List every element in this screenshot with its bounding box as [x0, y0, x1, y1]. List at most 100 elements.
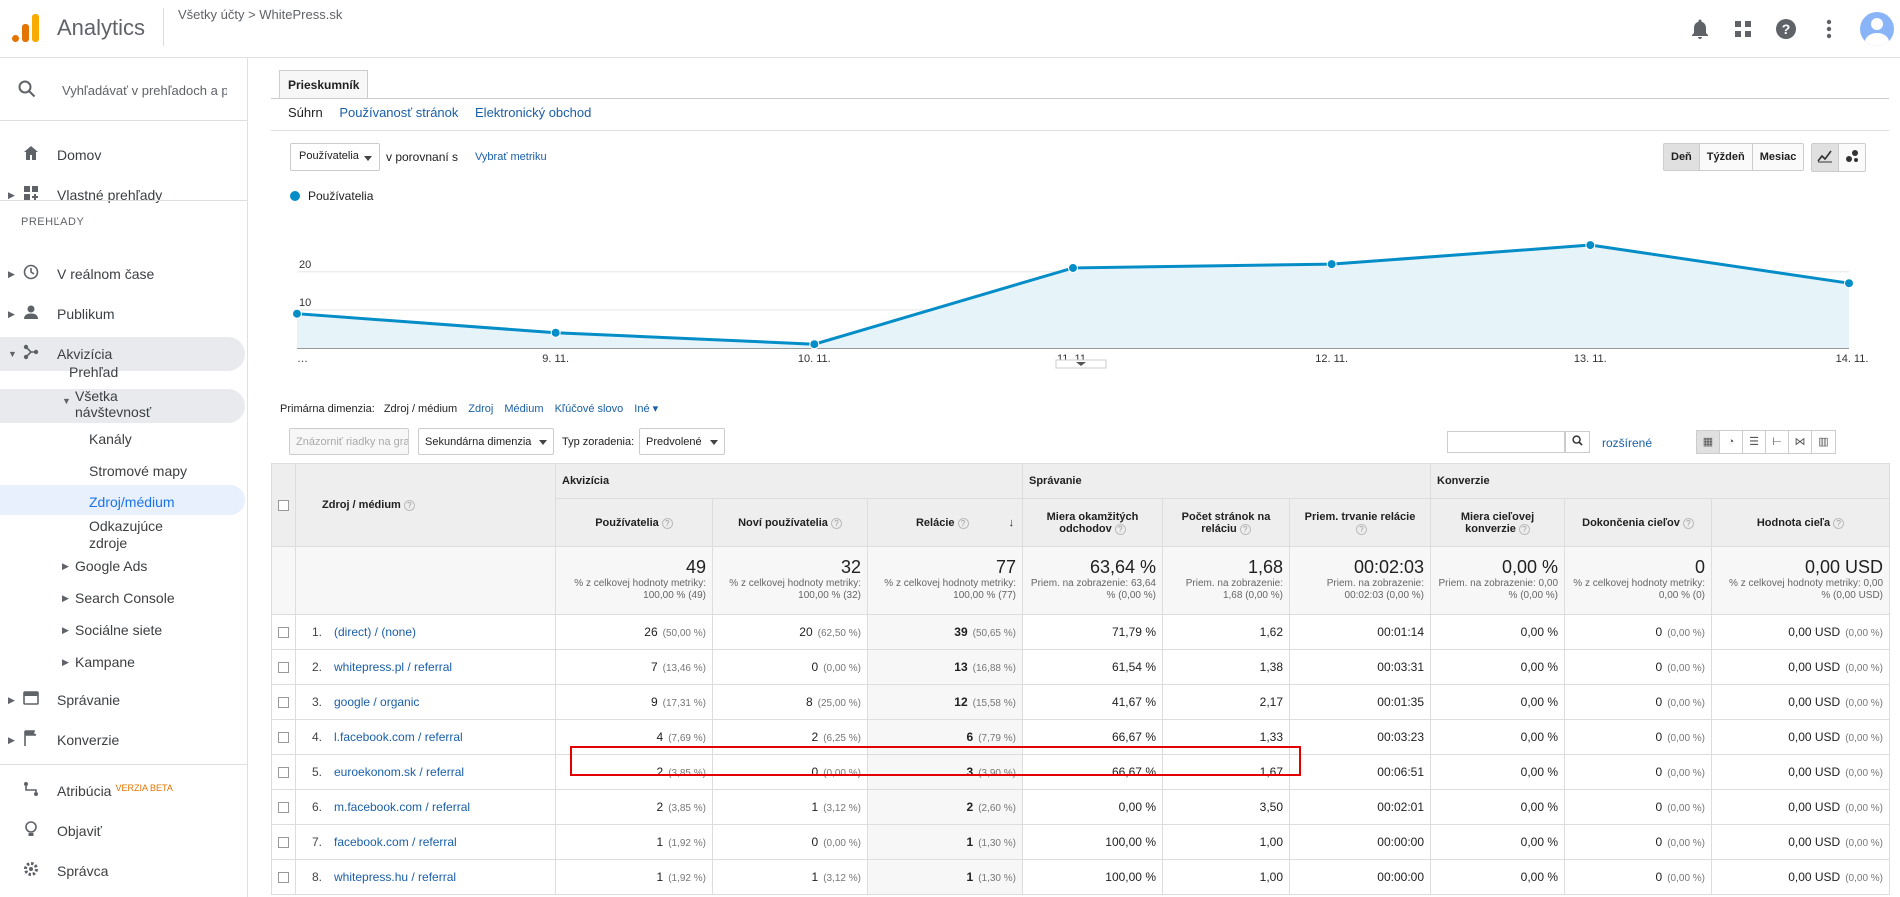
performance-view-icon[interactable]: ☰ — [1743, 431, 1766, 453]
data-point[interactable] — [292, 308, 302, 319]
sort-arrow-icon[interactable]: ↓ — [1008, 516, 1015, 529]
dim-other[interactable]: Iné ▾ — [634, 403, 659, 415]
nav-discover[interactable]: Objaviť — [0, 814, 245, 848]
data-point[interactable] — [550, 327, 561, 338]
nav-acquisition[interactable]: ▼ Akvizícia — [0, 337, 245, 371]
dim-medium[interactable]: Médium — [504, 403, 544, 415]
checkbox[interactable] — [278, 732, 289, 744]
dimension-header[interactable]: Zdroj / médium? — [295, 463, 556, 547]
data-point[interactable] — [1326, 259, 1337, 270]
search-icon[interactable] — [1565, 431, 1590, 453]
nav-acquisition-overview[interactable]: Prehľad — [69, 364, 119, 380]
row-link[interactable]: l.facebook.com / referral — [334, 730, 463, 744]
col-sessions[interactable]: Relácie? ↓ — [867, 498, 1023, 547]
nav-audience[interactable]: ▶ Publikum — [0, 297, 245, 331]
row-checkbox[interactable] — [271, 789, 296, 825]
col-goal-value[interactable]: Hodnota cieľa? — [1711, 498, 1891, 547]
week-button[interactable]: Týždeň — [1700, 144, 1753, 170]
checkbox[interactable] — [278, 767, 289, 779]
col-conversion-rate[interactable]: Miera cieľovej konverzie? — [1430, 498, 1566, 547]
data-point[interactable] — [809, 339, 820, 350]
help-icon[interactable]: ? — [1518, 523, 1530, 535]
report-search[interactable]: Vyhľadávať v prehľadoch a p — [0, 72, 248, 108]
select-all-checkbox[interactable] — [271, 463, 296, 547]
tab-explorer[interactable]: Prieskumník — [279, 70, 369, 99]
help-icon[interactable]: ? — [1239, 523, 1251, 535]
nav-behavior[interactable]: ▶ Správanie — [0, 683, 245, 717]
help-icon[interactable]: ? — [830, 517, 842, 529]
plot-rows-button[interactable]: Znázorniť riadky na grafe — [289, 428, 409, 455]
col-users[interactable]: Používatelia? — [555, 498, 713, 547]
nav-referrals[interactable]: Odkazujúce zdroje — [89, 518, 163, 551]
line-chart-icon[interactable] — [1812, 144, 1839, 171]
row-checkbox[interactable] — [271, 614, 296, 650]
advanced-link[interactable]: rozšírené — [1602, 436, 1653, 450]
analytics-logo[interactable] — [12, 12, 40, 42]
checkbox[interactable] — [278, 662, 289, 674]
checkbox[interactable] — [278, 627, 289, 639]
row-checkbox[interactable] — [271, 719, 296, 755]
row-link[interactable]: whitepress.hu / referral — [334, 870, 457, 884]
pie-view-icon[interactable]: ◔ — [1720, 431, 1743, 453]
row-link[interactable]: (direct) / (none) — [334, 625, 417, 639]
row-link[interactable]: euroekonom.sk / referral — [334, 765, 465, 779]
table-search-input[interactable] — [1447, 431, 1565, 453]
help-icon[interactable]: ? — [1682, 517, 1694, 529]
data-point[interactable] — [1844, 278, 1854, 289]
help-icon[interactable]: ? — [403, 500, 415, 511]
col-goal-completions[interactable]: Dokončenia cieľov? — [1564, 498, 1713, 547]
subtab-usage[interactable]: Používanosť stránok — [339, 105, 459, 120]
row-checkbox[interactable] — [271, 649, 296, 685]
avatar[interactable] — [1860, 12, 1894, 46]
nav-google-ads[interactable]: Google Ads — [75, 558, 148, 574]
nav-home[interactable]: Domov — [0, 138, 245, 172]
table-view-icon[interactable]: ▦ — [1697, 431, 1720, 453]
dim-keyword[interactable]: Kľúčové slovo — [554, 403, 624, 415]
nav-source-medium[interactable]: Zdroj/médium — [89, 494, 175, 510]
col-bounce-rate[interactable]: Miera okamžitých odchodov? — [1022, 498, 1163, 547]
data-point[interactable] — [1068, 262, 1078, 273]
apps-icon[interactable] — [1728, 14, 1758, 44]
help-icon[interactable]: ? — [957, 517, 969, 529]
row-link[interactable]: google / organic — [334, 695, 420, 709]
pivot-view-icon[interactable]: ▥ — [1818, 436, 1829, 448]
row-link[interactable]: m.facebook.com / referral — [334, 800, 471, 814]
pick-metric-link[interactable]: Vybrať metriku — [475, 151, 547, 163]
checkbox[interactable] — [278, 697, 289, 709]
search-input[interactable]: Vyhľadávať v prehľadoch a p — [62, 83, 227, 98]
help-icon[interactable]: ? — [1771, 14, 1801, 44]
more-icon[interactable] — [1814, 14, 1844, 44]
help-icon[interactable]: ? — [1833, 517, 1845, 529]
nav-realtime[interactable]: ▶ V reálnom čase — [0, 257, 245, 291]
nav-social[interactable]: Sociálne siete — [75, 622, 163, 638]
row-checkbox[interactable] — [271, 824, 296, 860]
checkbox[interactable] — [278, 872, 289, 884]
secondary-dimension-select[interactable]: Sekundárna dimenzia — [418, 428, 555, 455]
term-cloud-icon[interactable]: ⋈ — [1789, 431, 1812, 453]
metric-select[interactable]: Používatelia — [290, 143, 380, 171]
subtab-ecommerce[interactable]: Elektronický obchod — [475, 105, 592, 120]
row-checkbox[interactable] — [271, 684, 296, 720]
nav-search-console[interactable]: Search Console — [75, 590, 175, 606]
nav-treemaps[interactable]: Stromové mapy — [89, 463, 188, 479]
help-icon[interactable]: ? — [661, 517, 673, 529]
motion-chart-icon[interactable] — [1839, 144, 1865, 171]
day-button[interactable]: Deň — [1664, 144, 1700, 170]
col-pages-per-session[interactable]: Počet stránok na reláciu? — [1162, 498, 1290, 547]
nav-conversions[interactable]: ▶ Konverzie — [0, 723, 245, 757]
row-checkbox[interactable] — [271, 754, 296, 790]
nav-admin[interactable]: Správca — [0, 854, 245, 888]
checkbox[interactable] — [278, 802, 289, 814]
help-icon[interactable]: ? — [1114, 523, 1126, 535]
account-breadcrumb[interactable]: Všetky účty > WhitePress.sk — [178, 7, 343, 22]
help-icon[interactable]: ? — [1356, 523, 1367, 535]
row-link[interactable]: whitepress.pl / referral — [334, 660, 453, 674]
comparison-view-icon[interactable]: ⊢ — [1766, 431, 1789, 453]
nav-attribution[interactable]: Atribúcia VERZIA BETA — [0, 774, 245, 808]
dim-source-medium[interactable]: Zdroj / médium — [383, 403, 458, 415]
nav-channels[interactable]: Kanály — [89, 431, 132, 447]
nav-custom-reports[interactable]: ▶ Vlastné prehľady — [0, 178, 245, 212]
nav-all-traffic[interactable]: Všetka návštevnosť — [75, 388, 152, 420]
nav-campaigns[interactable]: Kampane — [75, 654, 135, 670]
month-button[interactable]: Mesiac — [1759, 151, 1797, 163]
